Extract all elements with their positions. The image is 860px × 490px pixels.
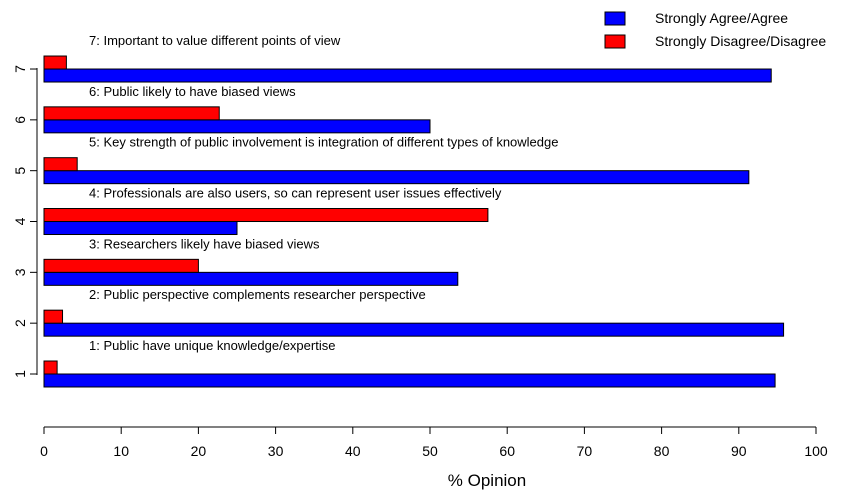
bar-disagree-6 [43, 106, 220, 121]
y-tick-label-1: 1 [12, 370, 28, 378]
bar-disagree-5 [43, 157, 78, 172]
statement-label-5: 5: Key strength of public involvement is… [89, 135, 558, 150]
bar-agree-1 [43, 373, 776, 388]
statement-label-3: 3: Researchers likely have biased views [89, 236, 320, 251]
legend-label-agree: Strongly Agree/Agree [655, 10, 788, 26]
y-tick-label-3: 3 [12, 268, 28, 276]
legend-swatch-agree [604, 11, 626, 26]
legend-label-disagree: Strongly Disagree/Disagree [655, 33, 826, 49]
x-tick-label-10: 10 [113, 443, 129, 459]
statement-label-7: 7: Important to value different points o… [89, 33, 341, 48]
statement-label-2: 2: Public perspective complements resear… [89, 287, 426, 302]
bar-agree-3 [43, 271, 459, 286]
x-axis-label: % Opinion [448, 471, 526, 490]
x-tick-label-80: 80 [654, 443, 670, 459]
y-tick-label-2: 2 [12, 319, 28, 327]
x-tick-label-90: 90 [731, 443, 747, 459]
legend: Strongly Agree/Agree Strongly Disagree/Di… [604, 10, 826, 49]
bar-disagree-7 [43, 55, 67, 70]
x-tick-label-50: 50 [422, 443, 438, 459]
x-tick-label-40: 40 [345, 443, 361, 459]
x-tick-label-30: 30 [268, 443, 284, 459]
bar-agree-4 [43, 221, 238, 236]
y-tick-label-4: 4 [12, 217, 28, 225]
x-axis: 0 10 20 30 40 50 60 70 80 90 100 [40, 426, 828, 459]
bar-agree-7 [43, 68, 772, 83]
statement-label-6: 6: Public likely to have biased views [89, 84, 296, 99]
y-tick-label-5: 5 [12, 167, 28, 175]
x-tick-label-100: 100 [804, 443, 828, 459]
legend-swatch-disagree [604, 34, 626, 49]
x-tick-label-60: 60 [499, 443, 515, 459]
statement-labels: 1: Public have unique knowledge/expertis… [89, 33, 558, 353]
bar-disagree-3 [43, 258, 199, 273]
bar-agree-5 [43, 170, 750, 185]
bar-disagree-1 [43, 360, 58, 375]
y-tick-label-6: 6 [12, 116, 28, 124]
y-tick-label-7: 7 [12, 65, 28, 73]
bar-disagree-2 [43, 309, 64, 324]
bar-agree-2 [43, 322, 785, 337]
bar-disagree-4 [43, 208, 489, 223]
y-axis: 1 2 3 4 5 6 7 [12, 65, 38, 378]
statement-label-1: 1: Public have unique knowledge/expertis… [89, 338, 335, 353]
x-tick-label-20: 20 [191, 443, 207, 459]
x-tick-label-0: 0 [40, 443, 48, 459]
bars [43, 55, 785, 388]
bar-agree-6 [43, 119, 431, 134]
x-tick-label-70: 70 [577, 443, 593, 459]
statement-label-4: 4: Professionals are also users, so can … [89, 186, 502, 201]
